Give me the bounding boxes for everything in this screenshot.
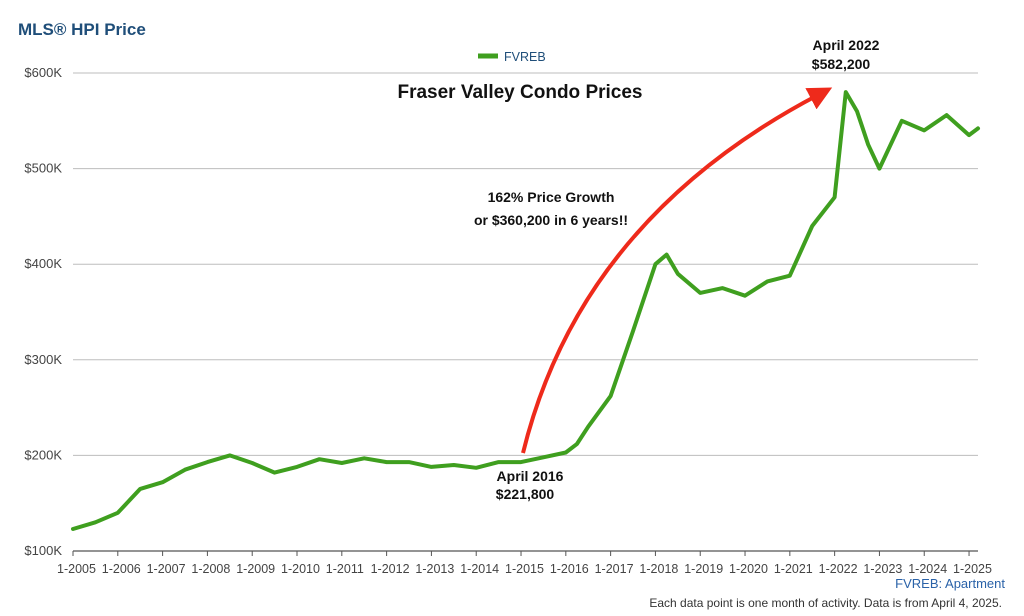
x-tick-label: 1-2025 — [953, 562, 992, 576]
chart-header-title: MLS® HPI Price — [18, 20, 146, 39]
x-tick-label: 1-2022 — [819, 562, 858, 576]
series-line-fvreb — [71, 90, 980, 531]
annotation-growth-line1: 162% Price Growth — [488, 189, 615, 205]
x-tick-label: 1-2020 — [729, 562, 768, 576]
annotation-start-date: April 2016 — [497, 468, 564, 484]
x-tick-labels: 1-2005 1-2006 1-2007 1-2008 1-2009 1-2010 1-20… — [57, 562, 992, 576]
x-tick-label: 1-2014 — [460, 562, 499, 576]
x-axis: 1-2005 1-2006 1-2007 1-2008 1-2009 1-2010 1-20… — [57, 550, 992, 576]
y-tick-label: $400K — [24, 256, 62, 271]
gridlines — [73, 72, 978, 456]
x-tick-label: 1-2018 — [639, 562, 678, 576]
x-tick-label: 1-2023 — [863, 562, 902, 576]
x-tick-label: 1-2008 — [191, 562, 230, 576]
growth-arrow — [521, 87, 833, 454]
x-tick-label: 1-2024 — [908, 562, 947, 576]
annotation-start: April 2016 $221,800 — [496, 468, 564, 502]
y-tick-label: $500K — [24, 161, 62, 176]
y-tick-label: $300K — [24, 352, 62, 367]
x-tick-label: 1-2013 — [415, 562, 454, 576]
x-tick-label: 1-2012 — [371, 562, 410, 576]
x-tick-label: 1-2016 — [550, 562, 589, 576]
annotation-start-value: $221,800 — [496, 486, 555, 502]
annotation-peak-date: April 2022 — [813, 37, 880, 53]
footnote: Each data point is one month of activity… — [649, 596, 1002, 610]
y-tick-label: $100K — [24, 543, 62, 558]
annotation-peak: April 2022 $582,200 — [812, 37, 880, 72]
x-tick-label: 1-2006 — [102, 562, 141, 576]
x-tick-label: 1-2010 — [281, 562, 320, 576]
x-tick-label: 1-2009 — [236, 562, 275, 576]
x-tick-label: 1-2007 — [147, 562, 186, 576]
annotation-growth-line2: or $360,200 in 6 years!! — [474, 212, 628, 228]
x-tick-label: 1-2021 — [774, 562, 813, 576]
annotation-peak-value: $582,200 — [812, 56, 871, 72]
x-tick-label: 1-2005 — [57, 562, 96, 576]
legend: FVREB — [478, 50, 546, 64]
y-tick-label: $200K — [24, 447, 62, 462]
x-tick-label: 1-2019 — [684, 562, 723, 576]
x-tick-label: 1-2017 — [595, 562, 634, 576]
chart-title: Fraser Valley Condo Prices — [397, 82, 642, 103]
source-label: FVREB: Apartment — [895, 576, 1005, 591]
legend-label: FVREB — [504, 50, 546, 64]
x-tick-label: 1-2011 — [326, 562, 364, 576]
annotation-growth: 162% Price Growth or $360,200 in 6 years… — [474, 189, 628, 228]
x-tick-label: 1-2015 — [505, 562, 544, 576]
y-tick-label: $600K — [24, 65, 62, 80]
y-axis: $100K $200K $300K $400K $500K $600K — [24, 65, 62, 558]
